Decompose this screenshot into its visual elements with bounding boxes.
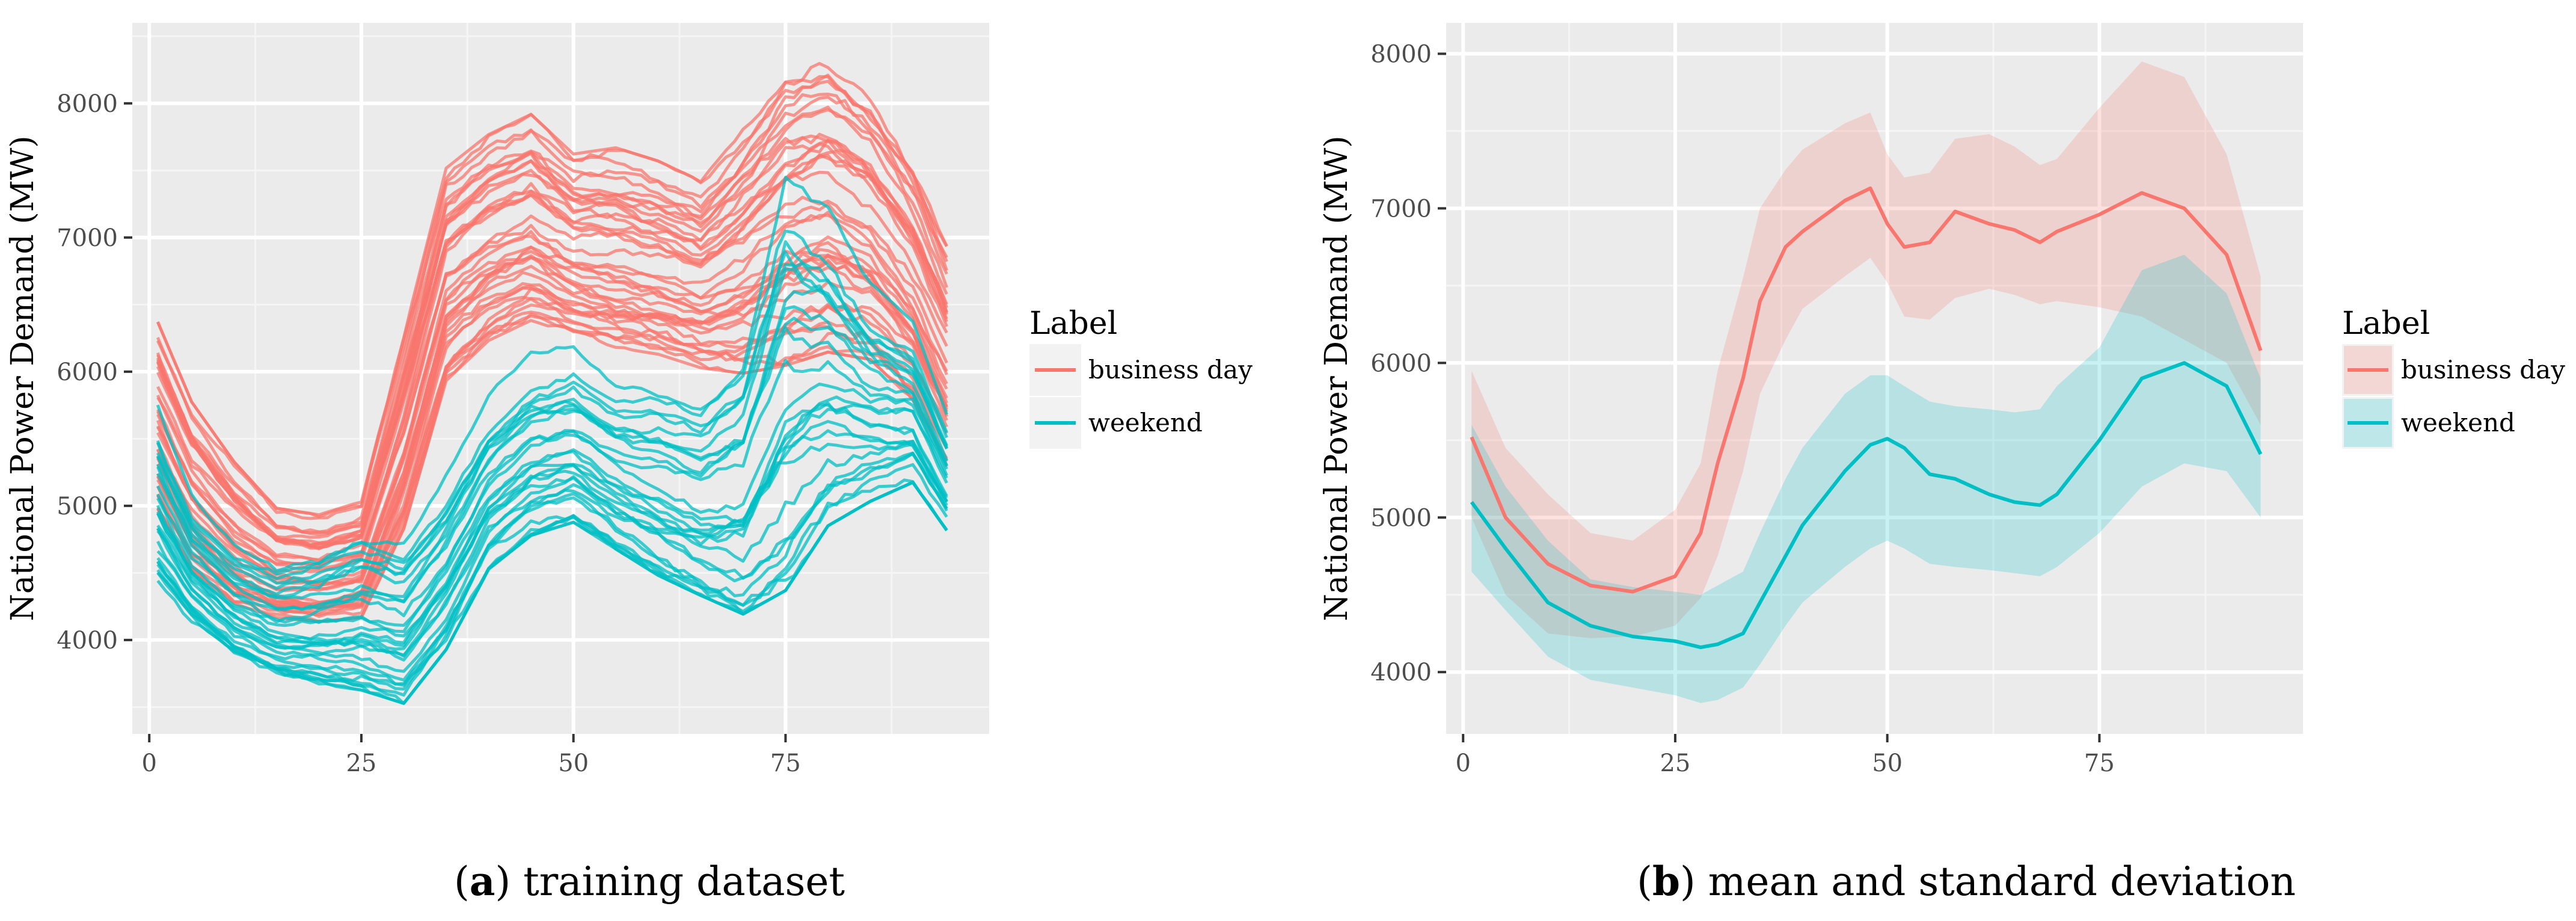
line-weekend-24 — [156, 305, 948, 624]
x-tick-label: 0 — [141, 750, 156, 777]
line-weekend-4 — [156, 443, 948, 662]
legend-title: Label — [1029, 306, 1117, 342]
y-tick-label: 4000 — [57, 627, 118, 655]
line-business-day-19 — [156, 132, 948, 561]
line-business-day-29 — [156, 108, 948, 547]
line-business-day-38 — [156, 314, 948, 609]
y-tick-label: 6000 — [1370, 350, 1432, 377]
sd-ribbon-business-day — [1471, 61, 2261, 638]
mean-line-weekend — [1470, 361, 2263, 650]
line-weekend-29 — [156, 263, 948, 581]
panel-caption: (b) mean and standard deviation — [1637, 858, 2296, 905]
y-tick-label: 7000 — [57, 224, 118, 252]
legend: Label business day weekend — [2342, 306, 2565, 449]
line-weekend-14 — [156, 326, 948, 590]
line-weekend-20 — [156, 478, 948, 687]
legend-label: weekend — [2401, 408, 2515, 437]
legend-label: weekend — [1088, 408, 1203, 437]
y-tick-label: 5000 — [1370, 504, 1432, 532]
line-business-day-33 — [156, 202, 948, 562]
line-business-day-37 — [156, 73, 948, 534]
x-tick-label: 0 — [1455, 750, 1470, 777]
x-tick-label: 50 — [1872, 750, 1903, 777]
x-tick-label: 25 — [346, 750, 376, 777]
y-tick-label: 4000 — [1370, 659, 1432, 686]
mean-line-business-day — [1470, 186, 2263, 594]
y-axis-label: National Power Demand (MW) — [1319, 135, 1355, 621]
y-tick-label: 8000 — [57, 90, 118, 118]
x-tick-label: 75 — [2084, 750, 2115, 777]
legend-label: business day — [2401, 355, 2565, 384]
x-tick-label: 75 — [770, 750, 801, 777]
line-weekend-25 — [156, 288, 948, 611]
line-business-day-31 — [156, 295, 948, 610]
line-weekend-19 — [156, 229, 948, 576]
y-tick-label: 5000 — [57, 493, 118, 520]
line-weekend-5 — [156, 250, 948, 585]
y-axis-label: National Power Demand (MW) — [5, 135, 41, 621]
chart-panel-b: 0 25 50 75 4000 5000 6000 7000 8000 National Powe… — [1319, 23, 2565, 905]
line-weekend-8 — [156, 429, 948, 661]
y-tick-label: 7000 — [1370, 195, 1432, 223]
y-tick-label: 6000 — [57, 359, 118, 386]
legend-title: Label — [2342, 306, 2430, 342]
line-business-day-15 — [156, 75, 948, 519]
line-weekend-3 — [156, 176, 948, 573]
sd-ribbon-weekend — [1471, 254, 2261, 703]
plot-area — [156, 62, 948, 705]
plot-background — [1446, 23, 2303, 734]
line-business-day-40 — [156, 62, 948, 520]
line-weekend-26 — [156, 395, 948, 651]
line-weekend-30 — [156, 420, 948, 650]
line-weekend-23 — [156, 481, 948, 686]
legend-label: business day — [1088, 355, 1253, 384]
panel-caption: (a) training dataset — [454, 858, 845, 905]
plot-area — [1470, 61, 2263, 703]
line-weekend-22 — [156, 240, 948, 598]
x-tick-label: 25 — [1660, 750, 1690, 777]
y-tick-label: 8000 — [1370, 40, 1432, 68]
chart-panel-a: 0 25 50 75 4000 5000 6000 7000 8000 National Powe… — [5, 23, 1253, 905]
x-tick-label: 50 — [558, 750, 589, 777]
line-weekend-27 — [156, 463, 948, 691]
line-weekend-28 — [156, 440, 948, 638]
line-business-day-24 — [156, 153, 948, 550]
legend: Label business day weekend — [1029, 306, 1253, 449]
